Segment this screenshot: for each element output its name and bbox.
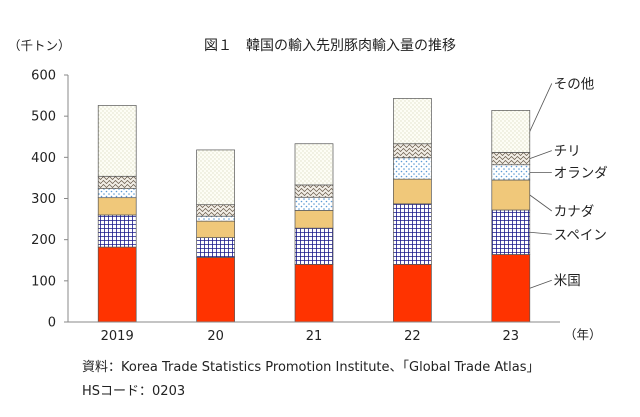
bar-segment bbox=[491, 209, 531, 255]
y-tick-label: 500 bbox=[31, 110, 56, 125]
bar-segment bbox=[294, 184, 334, 198]
y-axis-label: （千トン） bbox=[8, 38, 71, 53]
bar-segment bbox=[196, 149, 235, 206]
bar-segment bbox=[491, 152, 531, 166]
bar-segment bbox=[393, 203, 432, 265]
series-leader-line bbox=[529, 279, 552, 289]
bar-segment bbox=[294, 143, 334, 186]
series-leader-line bbox=[529, 83, 553, 132]
bar-segment bbox=[393, 264, 432, 323]
bar-segment bbox=[294, 196, 334, 211]
bar-segment bbox=[97, 197, 137, 216]
series-label: カナダ bbox=[554, 204, 595, 220]
bar-segment bbox=[294, 210, 334, 229]
chart-title: 図１ 韓国の輸入先別豚肉輸入量の推移 bbox=[204, 38, 456, 54]
bar-segment bbox=[97, 105, 137, 177]
bar-segment bbox=[196, 204, 235, 217]
bar-segment bbox=[196, 257, 235, 323]
bar-segment bbox=[294, 264, 334, 323]
bar-segment bbox=[393, 143, 432, 159]
y-tick-label: 300 bbox=[31, 192, 56, 207]
bar-segment bbox=[196, 237, 235, 258]
bar-segment bbox=[393, 178, 432, 205]
bar-segment bbox=[97, 188, 137, 199]
x-tick-label: 21 bbox=[306, 329, 323, 344]
bar-segment bbox=[393, 98, 432, 145]
series-leader-line bbox=[529, 150, 552, 159]
y-tick-label: 0 bbox=[48, 316, 56, 331]
bar-segment bbox=[294, 227, 334, 265]
y-tick-label: 600 bbox=[31, 69, 56, 84]
series-label: その他 bbox=[554, 76, 595, 92]
bar-segment bbox=[491, 110, 531, 153]
x-tick-label: 20 bbox=[207, 329, 224, 344]
bar-segment bbox=[97, 214, 137, 248]
x-axis-label: （年） bbox=[564, 327, 602, 342]
series-label: スペイン bbox=[554, 227, 607, 243]
series-label: チリ bbox=[554, 144, 581, 160]
x-tick-label: 22 bbox=[404, 329, 421, 344]
bar-segment bbox=[196, 220, 235, 238]
y-tick-label: 200 bbox=[31, 233, 56, 248]
source-note: 資料：Korea Trade Statistics Promotion Inst… bbox=[82, 360, 540, 375]
series-leader-line bbox=[529, 194, 553, 212]
bar-segment bbox=[491, 164, 531, 181]
y-tick-label: 100 bbox=[31, 274, 56, 289]
bar-segment bbox=[491, 254, 531, 323]
bar-segment bbox=[491, 179, 531, 211]
series-label: オランダ bbox=[554, 165, 608, 181]
series-label: 米国 bbox=[554, 273, 581, 289]
bar-segment bbox=[97, 175, 137, 189]
x-tick-label: 2019 bbox=[101, 329, 134, 344]
bar-segment bbox=[393, 157, 432, 180]
hs-code-note: HSコード：0203 bbox=[82, 384, 186, 399]
y-tick-label: 400 bbox=[31, 151, 56, 166]
x-tick-label: 23 bbox=[503, 329, 520, 344]
bar-segment bbox=[97, 246, 137, 323]
bar-segment bbox=[196, 215, 235, 222]
series-leader-line bbox=[529, 231, 552, 235]
